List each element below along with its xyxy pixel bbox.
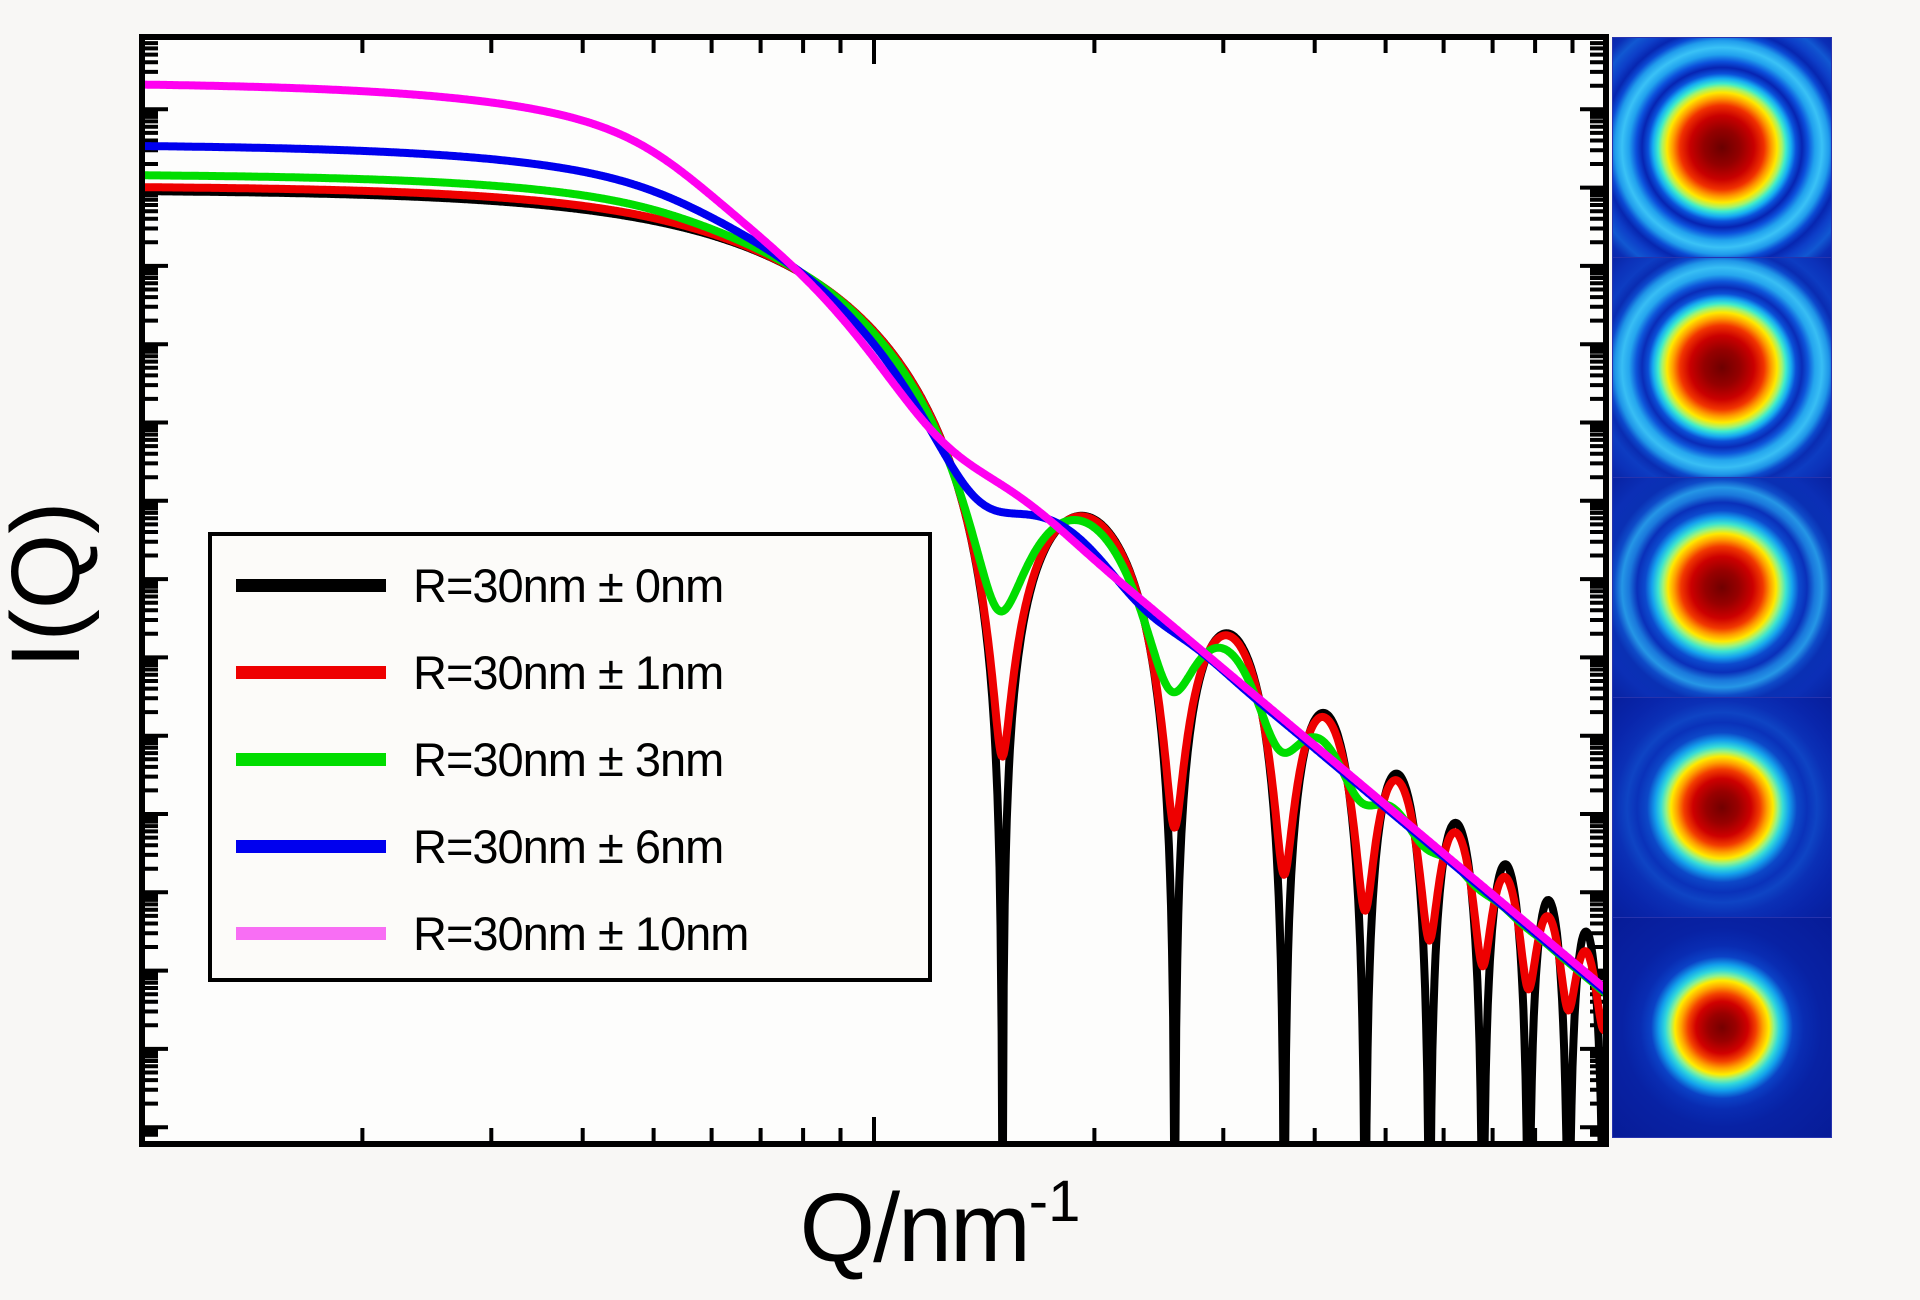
x-axis-label-text: Q/nm	[799, 1173, 1031, 1282]
x-axis-label-sup: -1	[1028, 1169, 1081, 1234]
legend: R=30nm ± 0nm R=30nm ± 1nm R=30nm ± 3nm R=30…	[208, 532, 932, 982]
legend-swatch-1	[236, 665, 386, 679]
curves-group	[145, 80, 1603, 1141]
detector-image-pm1nm	[1612, 257, 1832, 478]
legend-label-0: R=30nm ± 0nm	[413, 558, 724, 612]
legend-item-0: R=30nm ± 0nm	[236, 560, 920, 610]
curve-r30-pm3nm	[145, 171, 1603, 997]
detector-image-column	[1612, 37, 1832, 1138]
legend-item-1: R=30nm ± 1nm	[236, 647, 920, 697]
x-axis-label: Q/nm-1	[690, 1169, 1190, 1284]
legend-label-1: R=30nm ± 1nm	[413, 645, 724, 699]
legend-item-4: R=30nm ± 10nm	[236, 908, 920, 958]
legend-swatch-2	[236, 752, 386, 766]
legend-label-3: R=30nm ± 6nm	[413, 819, 724, 873]
detector-image-pm3nm	[1612, 477, 1832, 698]
legend-swatch-0	[236, 578, 386, 592]
legend-label-4: R=30nm ± 10nm	[413, 906, 749, 960]
detector-image-pm10nm	[1612, 917, 1832, 1138]
axis-ticks	[145, 40, 1603, 1141]
y-axis-label: I(Q)	[0, 501, 100, 669]
legend-label-2: R=30nm ± 3nm	[413, 732, 724, 786]
legend-item-3: R=30nm ± 6nm	[236, 821, 920, 871]
legend-swatch-3	[236, 839, 386, 853]
detector-image-pm6nm	[1612, 697, 1832, 918]
legend-item-2: R=30nm ± 3nm	[236, 734, 920, 784]
detector-image-pm0nm	[1612, 37, 1832, 258]
legend-swatch-4	[236, 926, 386, 940]
curve-r30-pm10nm	[145, 80, 1603, 993]
